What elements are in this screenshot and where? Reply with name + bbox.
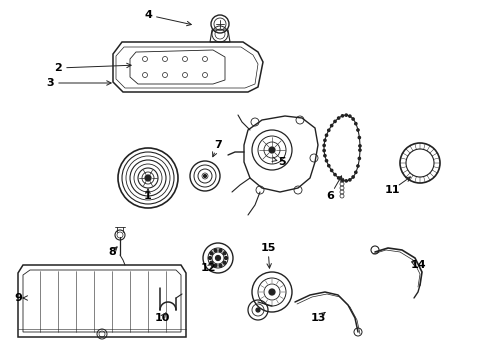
- Circle shape: [214, 264, 217, 267]
- Text: 2: 2: [54, 63, 62, 73]
- Text: 5: 5: [278, 157, 285, 167]
- Circle shape: [345, 180, 347, 182]
- Circle shape: [208, 256, 211, 260]
- Circle shape: [214, 249, 217, 252]
- Circle shape: [210, 252, 213, 255]
- Circle shape: [256, 308, 260, 312]
- Circle shape: [348, 115, 350, 117]
- Circle shape: [327, 129, 329, 131]
- Circle shape: [323, 139, 325, 141]
- Circle shape: [219, 264, 222, 267]
- Circle shape: [333, 120, 336, 123]
- Circle shape: [322, 149, 325, 152]
- Circle shape: [354, 171, 356, 174]
- Text: 1: 1: [144, 191, 152, 201]
- Circle shape: [224, 256, 227, 260]
- Circle shape: [223, 252, 225, 255]
- Circle shape: [325, 159, 327, 162]
- Text: 8: 8: [108, 247, 116, 257]
- Circle shape: [330, 169, 332, 172]
- Circle shape: [327, 165, 329, 167]
- Circle shape: [219, 249, 222, 252]
- Text: 4: 4: [144, 10, 152, 20]
- Circle shape: [268, 147, 274, 153]
- Circle shape: [330, 125, 332, 127]
- Circle shape: [145, 175, 151, 181]
- Circle shape: [325, 134, 327, 136]
- Circle shape: [354, 122, 356, 125]
- Circle shape: [341, 179, 343, 181]
- Text: 12: 12: [200, 263, 215, 273]
- Circle shape: [341, 114, 343, 117]
- Circle shape: [356, 129, 358, 131]
- Circle shape: [356, 165, 358, 167]
- Text: 9: 9: [14, 293, 22, 303]
- Circle shape: [345, 114, 347, 116]
- Circle shape: [358, 145, 361, 147]
- Text: 14: 14: [409, 260, 425, 270]
- Circle shape: [358, 149, 361, 151]
- Circle shape: [337, 117, 339, 119]
- Text: 7: 7: [214, 140, 222, 150]
- Circle shape: [223, 261, 225, 264]
- Circle shape: [348, 179, 350, 181]
- Text: 15: 15: [260, 243, 275, 253]
- Circle shape: [203, 175, 206, 177]
- Text: 11: 11: [384, 185, 399, 195]
- Circle shape: [323, 154, 325, 157]
- Circle shape: [333, 174, 336, 176]
- Text: 10: 10: [154, 313, 169, 323]
- Circle shape: [357, 136, 360, 139]
- Text: 3: 3: [46, 78, 54, 88]
- Circle shape: [268, 289, 274, 295]
- Circle shape: [357, 157, 360, 159]
- Circle shape: [337, 177, 339, 179]
- Text: 13: 13: [310, 313, 325, 323]
- Text: 6: 6: [325, 191, 333, 201]
- Circle shape: [351, 176, 354, 178]
- Circle shape: [351, 118, 354, 120]
- Circle shape: [215, 256, 220, 261]
- Circle shape: [322, 144, 325, 147]
- Circle shape: [210, 261, 213, 264]
